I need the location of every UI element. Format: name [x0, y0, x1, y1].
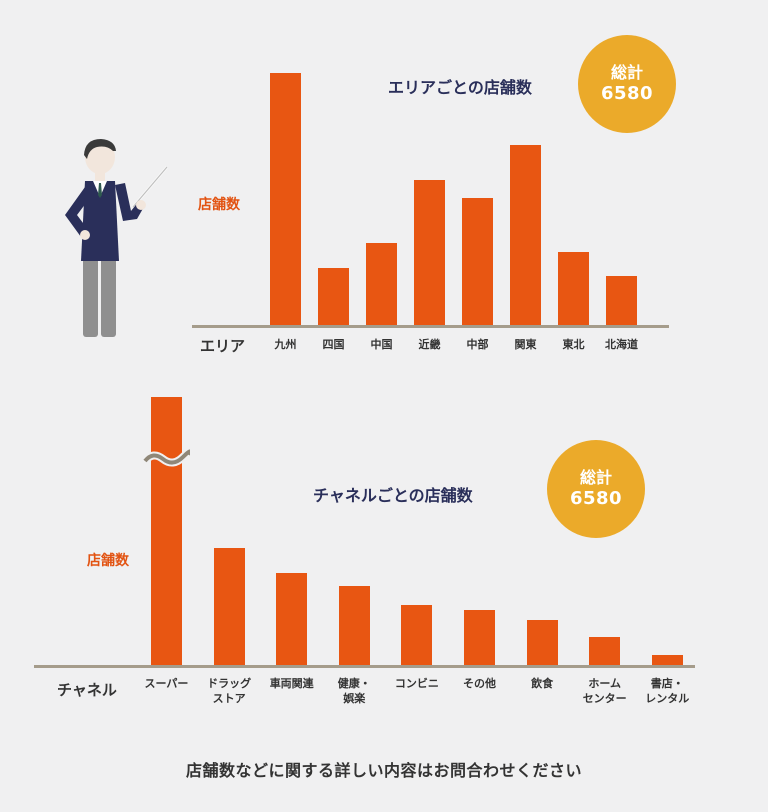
chart2-tick-label-2: 車両関連	[269, 677, 314, 690]
chart2-bar-2	[276, 572, 308, 665]
presenter-icon	[65, 139, 169, 337]
chart2-bar-8	[651, 655, 683, 665]
chart1-xlabel: エリア	[200, 337, 246, 355]
chart2-bar-1	[213, 547, 245, 665]
chart1-tick-label-1: 四国	[322, 338, 345, 351]
chart2-tick-label-0: スーパー	[144, 677, 189, 690]
chart1-tick-label-2: 中国	[370, 338, 393, 351]
chart1-ylabel: 店舗数	[198, 197, 240, 213]
chart1-bar-2	[366, 243, 397, 325]
chart2-tick-label-3: 健康・ 娯楽	[337, 677, 371, 705]
chart2-tick-label-5: その他	[463, 677, 496, 690]
chart2-title: チャネルごとの店舗数	[313, 486, 473, 505]
chart1-bar-5	[510, 144, 541, 325]
chart2-bar-0	[151, 397, 182, 665]
chart2-bar-3	[338, 586, 370, 665]
chart1-tick-label-7: 北海道	[605, 338, 638, 351]
chart1-bar-1	[318, 268, 349, 325]
contact-prompt: 店舗数などに関する詳しい内容はお問合わせください	[185, 761, 582, 780]
chart1-bar-4	[462, 197, 493, 325]
chart1-tick-label-6: 東北	[562, 338, 585, 351]
chart1-bar-6	[558, 251, 589, 325]
chart1-tick-label-0: 九州	[274, 338, 297, 351]
chart2-bar-7	[589, 637, 621, 665]
chart2-total-label: 総計	[579, 468, 612, 487]
chart2-tick-label-7: ホーム センター	[582, 677, 627, 705]
chart2-total-value: 6580	[569, 488, 623, 509]
chart1-title: エリアごとの店舗数	[388, 78, 532, 97]
chart1-bar-0	[270, 73, 301, 325]
chart2-xlabel: チャネル	[57, 681, 117, 699]
chart2-axis-break-0	[143, 447, 190, 467]
chart1-total-label: 総計	[610, 63, 643, 82]
chart1-bar-7	[606, 275, 637, 325]
chart2-ylabel: 店舗数	[87, 553, 129, 569]
chart2-tick-label-1: ドラッグ ストア	[207, 677, 252, 705]
chart1-bar-3	[414, 180, 445, 325]
chart2-bar-5	[464, 609, 495, 665]
chart1-total-value: 6580	[600, 83, 654, 104]
chart2-axis	[34, 665, 695, 668]
chart1-tick-label-5: 関東	[514, 338, 537, 351]
chart1-total-badge: 総計 6580	[578, 35, 676, 133]
chart2-tick-label-4: コンビニ	[394, 677, 439, 690]
chart2-bar-6	[526, 619, 558, 665]
chart1-tick-label-3: 近畿	[418, 338, 441, 351]
chart2-bar-4	[401, 605, 433, 665]
chart2-tick-label-6: 飲食	[531, 677, 554, 690]
chart2-total-badge: 総計 6580	[547, 440, 645, 538]
chart1-tick-label-4: 中部	[466, 338, 489, 351]
chart1-axis	[192, 325, 669, 328]
chart2-tick-label-8: 書店・ レンタル	[645, 677, 690, 705]
